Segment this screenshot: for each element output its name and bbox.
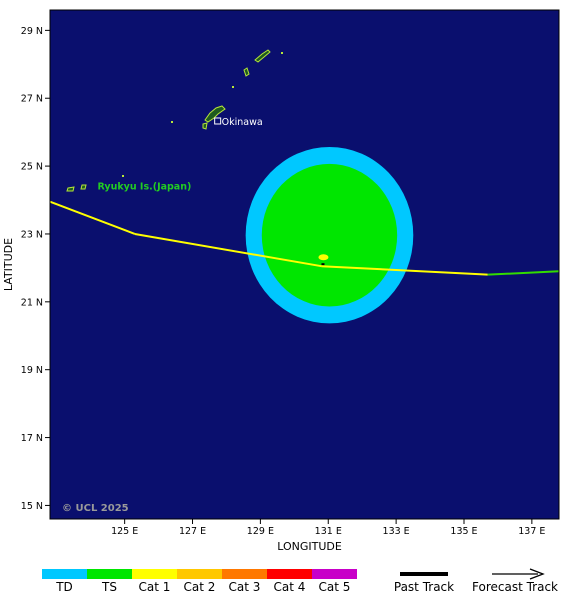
lon-tick-label: 127 E — [179, 526, 206, 537]
island-shape — [254, 49, 271, 63]
legend-item-ts: TS — [87, 569, 132, 594]
map-frame — [49, 9, 560, 520]
lat-tick-label: 21 N — [21, 297, 43, 308]
legend: TD TS Cat 1 Cat 2 Cat 3 Cat 4 Cat 5 Past Track… — [42, 568, 558, 594]
place-label-okinawa: Okinawa — [214, 117, 263, 128]
lat-tick-label: 25 N — [21, 162, 43, 173]
lat-tick-label: 19 N — [21, 365, 43, 376]
legend-swatch — [312, 569, 357, 579]
legend-swatch — [267, 569, 312, 579]
legend-swatch — [177, 569, 222, 579]
place-labels: Okinawa Ryukyu Is.(Japan) — [98, 117, 263, 192]
wind-field-layer — [245, 146, 414, 324]
forecast-track-legend: Forecast Track — [472, 568, 558, 594]
past-track-segment — [50, 200, 136, 235]
legend-item-cat3: Cat 3 — [222, 569, 267, 594]
lon-tick-label: 133 E — [383, 526, 410, 537]
island-shape — [204, 105, 226, 123]
lon-tick-label: 137 E — [518, 526, 545, 537]
past-track-legend: Past Track — [394, 572, 454, 594]
islet-dot — [171, 121, 173, 123]
forecast-track-segment — [487, 270, 559, 276]
lat-tick-label: 23 N — [21, 229, 43, 240]
legend-swatch — [87, 569, 132, 579]
legend-swatch — [42, 569, 87, 579]
lon-tick-label: 131 E — [315, 526, 342, 537]
lat-tick-label: 27 N — [21, 94, 43, 105]
past-track-segment — [321, 265, 488, 276]
legend-label: Cat 2 — [184, 580, 216, 594]
category-legend: TD TS Cat 1 Cat 2 Cat 3 Cat 4 Cat 5 — [42, 569, 357, 594]
storm-center-marker — [321, 263, 325, 266]
region-label-ryukyu: Ryukyu Is.(Japan) — [98, 181, 192, 192]
lon-tick-label: 135 E — [450, 526, 477, 537]
legend-label: Cat 5 — [319, 580, 351, 594]
legend-item-cat4: Cat 4 — [267, 569, 312, 594]
storm-core — [318, 254, 329, 261]
latitude-axis: 29 N 27 N 25 N 23 N 21 N 19 N 17 N 15 N — [21, 26, 50, 512]
lat-tick-label: 17 N — [21, 433, 43, 444]
x-axis-title: LONGITUDE — [277, 540, 342, 553]
islet-dot — [281, 52, 283, 54]
lat-tick-label: 29 N — [21, 26, 43, 37]
island-shape — [66, 186, 75, 192]
forecast-arrow-icon — [529, 568, 545, 580]
wind-radius-ts — [261, 163, 398, 307]
legend-label: Cat 3 — [229, 580, 261, 594]
region-name: Ryukyu Is.(Japan) — [98, 181, 192, 192]
lat-tick-label: 15 N — [21, 501, 43, 512]
island-shape — [243, 67, 250, 77]
track-layer — [50, 200, 559, 276]
islet-dot — [122, 175, 124, 177]
legend-label: Cat 4 — [274, 580, 306, 594]
city-marker-icon — [214, 117, 222, 125]
legend-swatch — [222, 569, 267, 579]
forecast-track-label: Forecast Track — [472, 580, 558, 594]
lon-tick-label: 125 E — [111, 526, 138, 537]
y-axis-title: LATITUDE — [2, 238, 15, 291]
islet-dot — [232, 86, 234, 88]
legend-item-cat2: Cat 2 — [177, 569, 222, 594]
legend-item-cat1: Cat 1 — [132, 569, 177, 594]
past-track-label: Past Track — [394, 580, 454, 594]
legend-label: Cat 1 — [139, 580, 171, 594]
island-shape — [202, 122, 208, 130]
city-name: Okinawa — [222, 117, 263, 128]
map-area: Okinawa Ryukyu Is.(Japan) © UCL 2025 — [49, 9, 560, 520]
legend-item-cat5: Cat 5 — [312, 569, 357, 594]
past-track-segment — [134, 232, 322, 268]
islands-layer — [66, 49, 283, 192]
longitude-axis: 125 E 127 E 129 E 131 E 133 E 135 E 137 E — [111, 519, 545, 537]
legend-label: TS — [101, 580, 117, 594]
island-shape — [80, 184, 87, 190]
copyright-text: © UCL 2025 — [62, 503, 129, 514]
legend-swatch — [132, 569, 177, 579]
lon-tick-label: 129 E — [247, 526, 274, 537]
legend-label: TD — [55, 580, 73, 594]
legend-item-td: TD — [42, 569, 87, 594]
